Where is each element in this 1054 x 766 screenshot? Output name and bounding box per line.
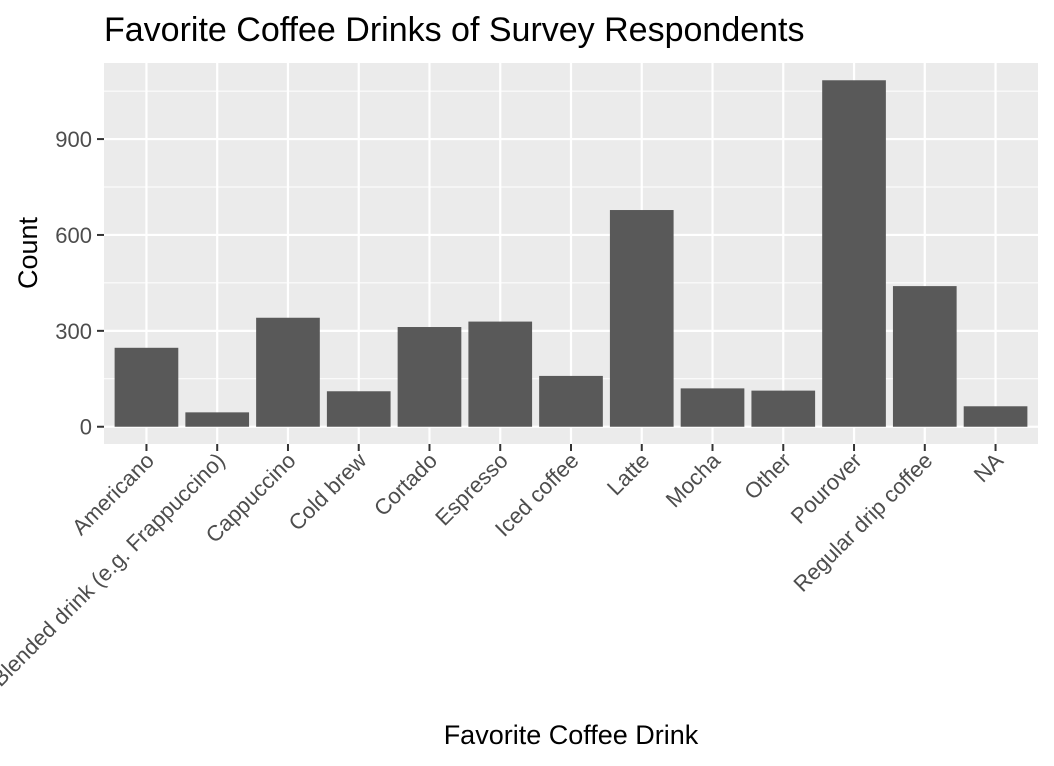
chart-title: Favorite Coffee Drinks of Survey Respond… xyxy=(104,11,805,49)
y-axis: 0 300 600 900 xyxy=(55,127,104,440)
x-tick-label: Cortado xyxy=(369,448,442,521)
bars xyxy=(114,80,1028,427)
bar xyxy=(892,286,957,427)
x-tick-label: Mocha xyxy=(661,447,726,512)
x-tick-label: Latte xyxy=(602,448,654,500)
bar xyxy=(539,375,603,427)
bar xyxy=(609,210,674,427)
x-tick-label: Other xyxy=(739,448,796,505)
bar xyxy=(963,406,1028,427)
x-tick-label: NA xyxy=(969,448,1009,488)
bar xyxy=(822,80,886,427)
y-tick-label: 600 xyxy=(55,223,92,248)
y-tick-label: 900 xyxy=(55,127,92,152)
x-axis-title: Favorite Coffee Drink xyxy=(444,720,699,750)
y-axis-title: Count xyxy=(13,216,43,289)
bar xyxy=(397,327,462,427)
bar xyxy=(114,347,179,427)
bar xyxy=(680,388,745,427)
bar xyxy=(326,391,391,427)
x-tick-label: Cold brew xyxy=(284,448,372,536)
x-tick-label: Regular drip coffee xyxy=(788,448,937,597)
bar xyxy=(256,317,320,427)
bar xyxy=(751,390,816,427)
bar xyxy=(468,321,533,427)
y-tick-label: 300 xyxy=(55,319,92,344)
y-tick-label: 0 xyxy=(80,415,92,440)
bar xyxy=(185,412,250,427)
